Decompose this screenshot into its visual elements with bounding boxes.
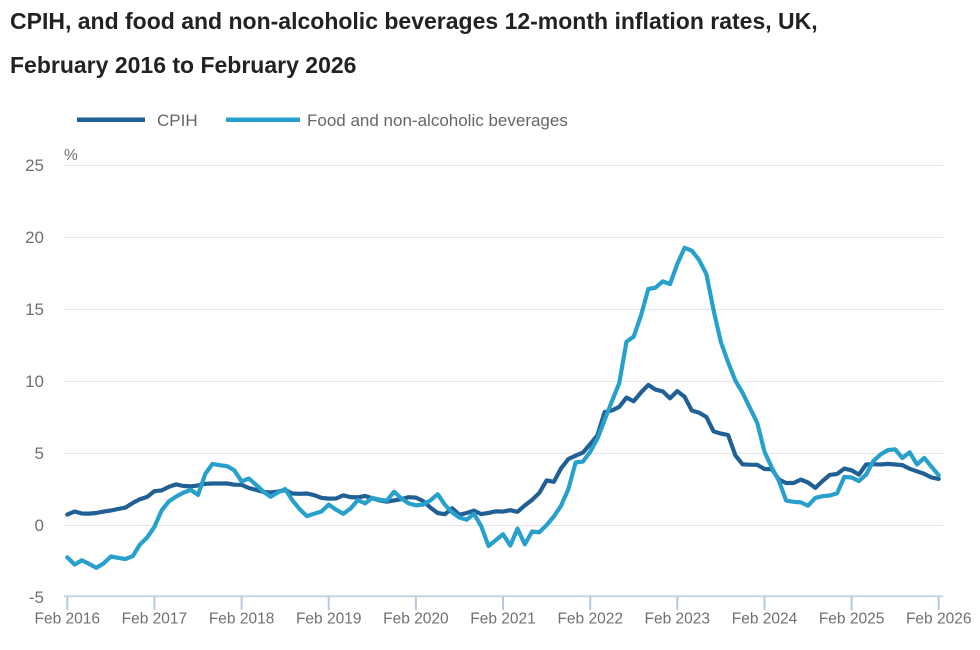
svg-text:Feb 2023: Feb 2023 (645, 611, 711, 628)
svg-text:Feb 2026: Feb 2026 (906, 611, 972, 628)
svg-text:-5: -5 (29, 588, 44, 607)
svg-text:Feb 2025: Feb 2025 (819, 611, 885, 628)
svg-text:Feb 2016: Feb 2016 (35, 611, 101, 628)
svg-text:0: 0 (35, 516, 44, 535)
svg-text:15: 15 (25, 300, 44, 319)
svg-text:%: % (64, 147, 78, 164)
svg-text:Feb 2020: Feb 2020 (383, 611, 449, 628)
svg-text:25: 25 (25, 156, 44, 175)
svg-text:CPIH: CPIH (157, 111, 198, 130)
svg-text:Feb 2022: Feb 2022 (557, 611, 623, 628)
svg-text:Feb 2017: Feb 2017 (122, 611, 188, 628)
svg-text:Feb 2024: Feb 2024 (732, 611, 798, 628)
svg-text:10: 10 (25, 372, 44, 391)
svg-text:CPIH, and food and non-alcohol: CPIH, and food and non-alcoholic beverag… (10, 8, 818, 34)
svg-text:Feb 2021: Feb 2021 (470, 611, 536, 628)
svg-text:5: 5 (35, 444, 44, 463)
svg-text:Feb 2018: Feb 2018 (209, 611, 275, 628)
svg-text:Feb 2019: Feb 2019 (296, 611, 362, 628)
svg-text:Food and non-alcoholic beverag: Food and non-alcoholic beverages (307, 111, 568, 130)
svg-text:February 2016 to February 2026: February 2016 to February 2026 (10, 52, 356, 78)
svg-text:20: 20 (25, 228, 44, 247)
